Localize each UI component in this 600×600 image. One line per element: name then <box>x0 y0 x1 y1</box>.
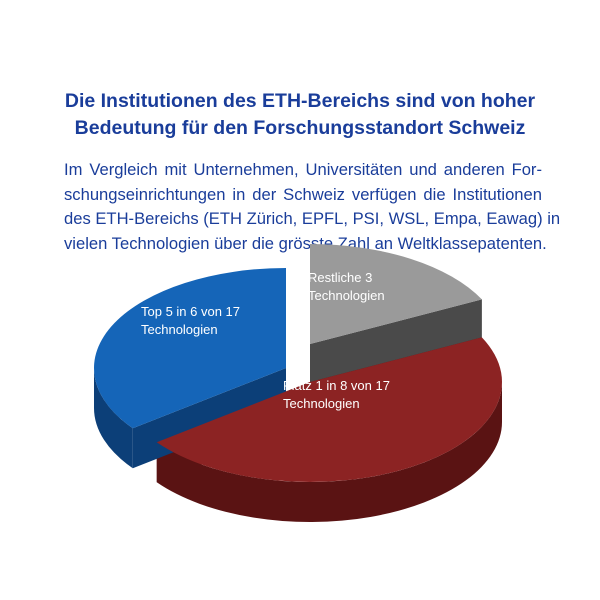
chart-title-line-2: Bedeutung für den Forschungsstandort Sch… <box>74 117 526 139</box>
description-line-4: vielen Technologien über die grösste Zah… <box>64 233 547 253</box>
pie-tops <box>94 244 502 482</box>
pie-slice-2 <box>156 337 502 482</box>
pie-slice-1-label-line-2: Technologien <box>308 288 385 303</box>
chart-description: Im Vergleich mit Unternehmen, Universitä… <box>64 158 561 256</box>
pie-slice-3-label-line-2: Technologien <box>141 322 218 337</box>
description-line-1: Im Vergleich mit Unternehmen, Universitä… <box>64 160 542 179</box>
pie-slice-2-label-line-1: Platz 1 in 8 von 17 <box>283 378 390 393</box>
description-line-3: des ETH-Bereichs (ETH Zürich, EPFL, PSI,… <box>64 209 561 228</box>
chart-title: Die Institutionen des ETH-Bereichs sind … <box>0 88 600 142</box>
pie-slice-3-side-1 <box>94 368 133 469</box>
pie-slice-1 <box>310 244 482 344</box>
chart-title-line-1: Die Institutionen des ETH-Bereichs sind … <box>64 90 536 112</box>
pie-slice-2-label-line-2: Technologien <box>283 396 360 411</box>
pie-slice-3-label-line-1: Top 5 in 6 von 17 <box>141 304 240 319</box>
pie-slice-1-cut-face-2 <box>310 299 482 384</box>
pie-slice-1-label-line-1: Restliche 3 <box>308 270 372 285</box>
pie-labels: Restliche 3 Technologien Platz 1 in 8 von … <box>141 270 390 411</box>
pie-slice-2-side-1 <box>156 382 503 523</box>
description-line-2: schungseinrichtungen in der Schweiz verf… <box>64 184 542 204</box>
pie-slice-3 <box>94 268 286 429</box>
